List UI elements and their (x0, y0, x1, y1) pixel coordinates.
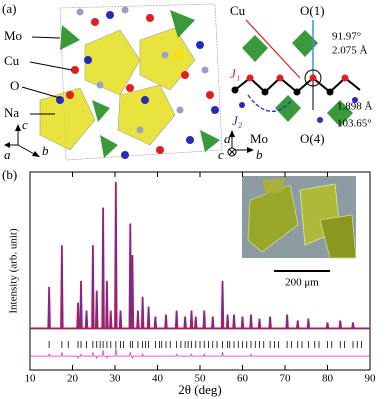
x-tick-label: 30 (110, 373, 122, 385)
exchange-label: J₂ (232, 113, 243, 128)
axis-label: a (224, 131, 231, 146)
x-tick-label: 50 (195, 373, 207, 385)
bond-label: 2.075 Å (332, 45, 368, 57)
atom-label: O(4) (300, 131, 325, 146)
x-tick-label: 90 (365, 373, 377, 385)
data-line (30, 348, 370, 360)
axis-label: b (42, 143, 49, 158)
angle-label: 103.65° (337, 118, 372, 130)
atom-label: Na (4, 105, 19, 120)
x-tick-label: 40 (152, 373, 164, 385)
bond-label: 1.898 Å (337, 101, 373, 113)
x-tick-label: 10 (25, 373, 37, 385)
atom-label: Mo (4, 28, 22, 43)
angle-label: 91.97° (332, 31, 361, 43)
atom-label: Mo (250, 131, 268, 146)
axis-label: a (4, 147, 11, 162)
x-tick-label: 80 (322, 373, 334, 385)
y-axis-title: Intensity (arb. unit) (8, 228, 20, 314)
panel-label: (b) (2, 167, 17, 182)
exchange-label: J₁ (230, 66, 240, 81)
crystal-structure (4, 3, 223, 161)
scale-bar-label: 200 μm (285, 277, 319, 289)
atom-label: Cu (4, 53, 20, 68)
x-axis-title: 2θ (deg) (178, 382, 221, 397)
data-line (30, 181, 370, 329)
panel-label: (a) (2, 1, 16, 16)
axis-label: c (218, 147, 224, 162)
atom-label: Cu (230, 3, 246, 18)
axis-label: b (256, 147, 263, 162)
atom-label: O (10, 78, 19, 93)
x-tick-label: 70 (280, 373, 292, 385)
x-tick-label: 60 (237, 373, 249, 385)
inset-photo (242, 176, 357, 259)
chain-structure (227, 19, 361, 157)
x-tick-label: 20 (67, 373, 79, 385)
atom-label: O(1) (300, 3, 325, 18)
axis-label: c (22, 117, 28, 132)
